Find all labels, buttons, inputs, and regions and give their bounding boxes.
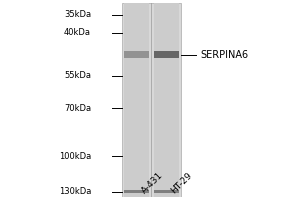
Bar (154, 190, 179, 193)
Bar (124, 190, 149, 193)
Text: 35kDa: 35kDa (64, 10, 91, 19)
Text: 130kDa: 130kDa (59, 187, 91, 196)
Bar (124, 51, 149, 58)
Text: 55kDa: 55kDa (64, 71, 91, 80)
Text: HT-29: HT-29 (169, 171, 194, 195)
Bar (154, 3, 179, 197)
Bar (122, 3, 181, 197)
Text: A-431: A-431 (140, 170, 165, 195)
Text: SERPINA6: SERPINA6 (200, 50, 248, 60)
Bar (124, 3, 149, 197)
Bar (154, 51, 179, 58)
Text: 100kDa: 100kDa (59, 152, 91, 161)
Text: 40kDa: 40kDa (64, 28, 91, 37)
Text: 70kDa: 70kDa (64, 104, 91, 113)
